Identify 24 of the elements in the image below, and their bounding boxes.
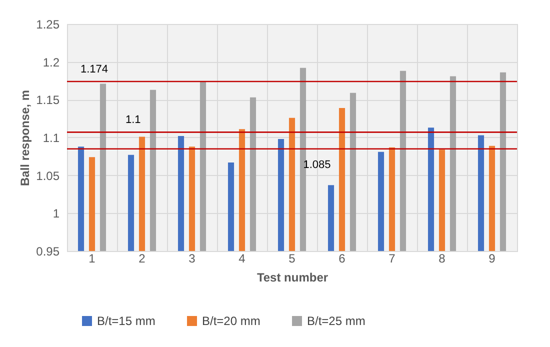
x-tick-label: 6 — [338, 252, 346, 266]
x-tick-label: 9 — [488, 252, 496, 266]
legend-label: B/t=25 mm — [307, 314, 366, 328]
ref-line-label: 1.1 — [126, 114, 141, 126]
ref-line-label: 1.174 — [80, 64, 108, 76]
x-tick-label: 7 — [388, 252, 396, 266]
y-tick-label: 1.05 — [36, 168, 60, 183]
y-axis-title: Ball response, m — [18, 90, 32, 186]
x-tick-label: 4 — [238, 252, 246, 266]
x-tick-label: 8 — [438, 252, 446, 266]
ref-line-label: 1.085 — [303, 158, 331, 171]
legend-label: B/t=20 mm — [202, 314, 260, 328]
x-tick-label: 1 — [88, 252, 96, 266]
y-tick-label: 1 — [52, 206, 60, 221]
y-tick-label: 1.2 — [42, 55, 60, 70]
y-tick-label: 0.95 — [36, 244, 60, 258]
y-tick-label: 1.1 — [42, 131, 60, 145]
x-tick-label: 5 — [288, 252, 296, 266]
y-tick-label: 1.25 — [36, 18, 60, 32]
legend-label: B/t=15 mm — [97, 314, 156, 328]
x-axis-title: Test number — [256, 270, 328, 284]
x-tick-label: 2 — [138, 252, 146, 266]
x-tick-label: 3 — [188, 252, 196, 266]
y-tick-label: 1.15 — [36, 93, 60, 108]
